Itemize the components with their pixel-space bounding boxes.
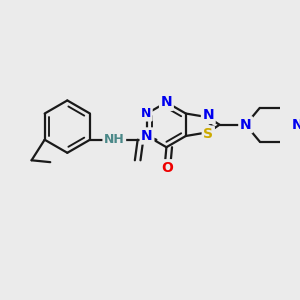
Text: N: N	[240, 118, 251, 132]
Text: N: N	[141, 107, 151, 120]
Text: NH: NH	[104, 133, 125, 146]
Text: S: S	[203, 127, 213, 141]
Text: O: O	[161, 161, 173, 175]
Text: N: N	[292, 118, 300, 132]
Text: N: N	[202, 108, 214, 122]
Text: N: N	[141, 129, 153, 143]
Text: N: N	[160, 95, 172, 109]
